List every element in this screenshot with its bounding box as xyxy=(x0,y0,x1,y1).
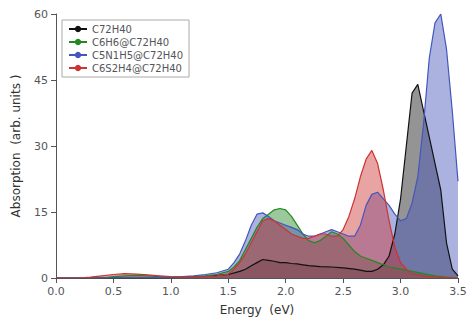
svg-text:Energy (eV): Energy (eV) xyxy=(220,303,295,317)
svg-text:45: 45 xyxy=(34,74,48,87)
svg-text:Absorption (arb. units ): Absorption (arb. units ) xyxy=(9,75,23,218)
svg-text:0: 0 xyxy=(41,272,48,285)
svg-text:C5N1H5@C72H40: C5N1H5@C72H40 xyxy=(92,50,183,61)
svg-text:1.5: 1.5 xyxy=(220,285,238,298)
svg-text:0.5: 0.5 xyxy=(105,285,123,298)
svg-text:0.0: 0.0 xyxy=(47,285,65,298)
svg-text:60: 60 xyxy=(34,8,48,21)
svg-text:30: 30 xyxy=(34,140,48,153)
svg-text:C6S2H4@C72H40: C6S2H4@C72H40 xyxy=(92,63,182,74)
svg-text:15: 15 xyxy=(34,206,48,219)
svg-text:2.0: 2.0 xyxy=(277,285,295,298)
svg-text:1.0: 1.0 xyxy=(162,285,180,298)
svg-text:2.5: 2.5 xyxy=(334,285,352,298)
svg-text:C6H6@C72H40: C6H6@C72H40 xyxy=(92,37,169,48)
svg-text:3.5: 3.5 xyxy=(449,285,467,298)
svg-text:3.0: 3.0 xyxy=(392,285,410,298)
svg-text:C72H40: C72H40 xyxy=(92,24,132,35)
